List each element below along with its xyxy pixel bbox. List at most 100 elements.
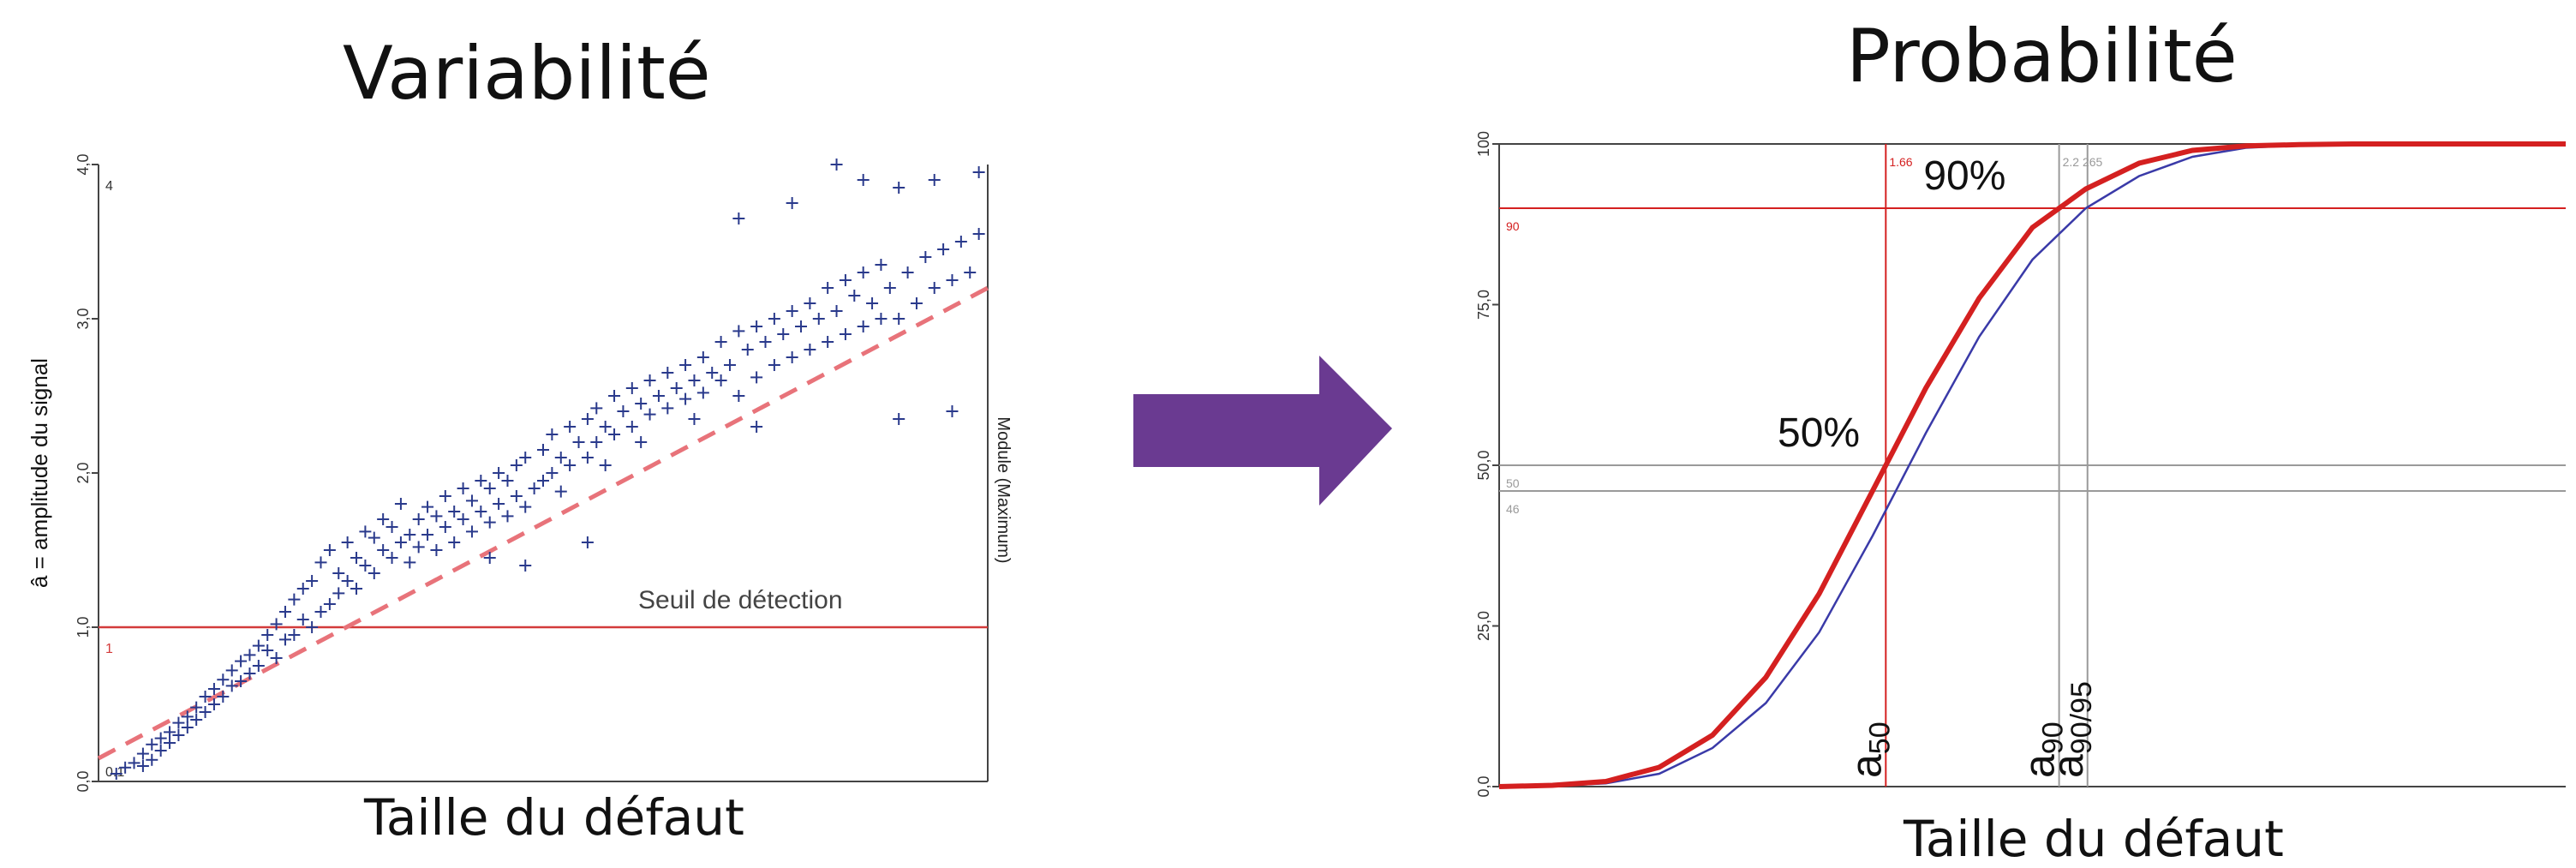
scatter-point [786, 305, 798, 317]
scatter-point [288, 593, 301, 606]
scatter-point [954, 236, 967, 248]
scatter-point [946, 274, 959, 286]
scatter-point [341, 575, 354, 587]
scatter-point [448, 506, 461, 518]
scatter-point [501, 510, 514, 523]
scatter-point [564, 459, 577, 471]
scatter-point [537, 475, 549, 487]
scatter-point [608, 390, 621, 402]
scatter-point [519, 560, 532, 572]
y-tick-label: 2,0 [75, 462, 92, 483]
scatter-point [777, 328, 790, 340]
scatter-point [119, 761, 132, 774]
y-tick-label: 3,0 [75, 308, 92, 329]
scatter-point [377, 544, 390, 556]
threshold-label: Seuil de détection [638, 586, 843, 614]
scatter-point [128, 757, 140, 769]
scatter-point [696, 351, 709, 363]
scatter-point [483, 552, 496, 564]
hline-tick-label: 46 [1506, 502, 1520, 516]
scatter-point [564, 421, 577, 433]
scatter-point [421, 500, 434, 513]
y-axis-title: â = amplitude du signal [27, 358, 52, 588]
scatter-point [483, 516, 496, 529]
scatter-point [296, 614, 309, 626]
scatter-point [857, 174, 870, 186]
scatter-point [190, 701, 203, 714]
scatter-point [394, 498, 407, 510]
y-tick-label: 4,0 [75, 153, 92, 175]
scatter-point [519, 500, 532, 513]
y-tick-label: 75,0 [1475, 290, 1492, 320]
scatter-point [314, 606, 327, 618]
scatter-point [750, 320, 763, 332]
scatter-point [714, 374, 727, 386]
scatter-point [528, 482, 541, 494]
y-tick-label: 50,0 [1475, 450, 1492, 480]
scatter-point [946, 405, 959, 417]
scatter-point [812, 313, 825, 325]
scatter-point [830, 159, 843, 171]
scatter-point [848, 290, 861, 302]
scatter-point [217, 673, 230, 686]
scatter-point [652, 390, 665, 402]
pod-curve [1498, 141, 2566, 789]
y-tick-label: 0,0 [1475, 775, 1492, 797]
scatter-point [804, 297, 816, 309]
scatter-point [822, 336, 834, 348]
scatter-point [554, 485, 567, 498]
threshold-tick-label: 1 [105, 642, 113, 656]
hline-tick-label: 90 [1506, 219, 1520, 233]
scatter-point [243, 667, 256, 679]
scatter-point [394, 536, 407, 548]
scatter-point [732, 213, 745, 224]
scatter-point [164, 737, 176, 749]
scatter-point [181, 721, 194, 733]
left-x-axis-label: Taille du défaut [364, 788, 744, 847]
scatter-point [190, 714, 203, 726]
scatter-point [599, 421, 612, 433]
scatter-point [368, 531, 380, 544]
scatter-point [554, 452, 567, 464]
scatter-point [475, 506, 487, 518]
scatter-point [519, 452, 532, 464]
scatter-point [501, 475, 514, 487]
scatter-point [590, 436, 603, 448]
scatter-point [359, 560, 372, 572]
scatter-point [323, 544, 336, 556]
scatter-point [635, 398, 648, 410]
scatter-point [661, 402, 674, 415]
scatter-point [323, 598, 336, 610]
vline-label-a90: a90 [2016, 721, 2070, 778]
scatter-point [839, 274, 852, 286]
scatter-point [332, 587, 345, 600]
scatter-point [581, 452, 594, 464]
scatter-point [723, 359, 736, 371]
scatter-point [546, 428, 559, 440]
scatter-point [661, 367, 674, 379]
scatter-point [928, 282, 941, 294]
scatter-point [136, 747, 149, 760]
scatter-point [412, 541, 425, 554]
vline-tag: 2.2 265 [2063, 155, 2103, 169]
scatter-point [465, 494, 478, 507]
scatter-point [235, 655, 248, 667]
scatter-point [493, 498, 505, 510]
scatter-point [937, 243, 950, 255]
scatter-point [359, 525, 372, 538]
vline-label-subscript: 90 [2037, 721, 2070, 754]
scatter-point [510, 459, 523, 471]
scatter-point [617, 405, 630, 417]
scatter-point [439, 490, 451, 502]
corner-label-top: 4 [105, 179, 113, 194]
scatter-point [795, 320, 808, 332]
scatter-point [893, 413, 905, 425]
y-tick-label: 0,0 [75, 770, 92, 792]
scatter-point [164, 726, 176, 739]
scatter-point [875, 259, 888, 271]
scatter-point [625, 421, 638, 433]
scatter-point [670, 382, 683, 394]
vline-label-subscript: 50 [1863, 721, 1896, 754]
